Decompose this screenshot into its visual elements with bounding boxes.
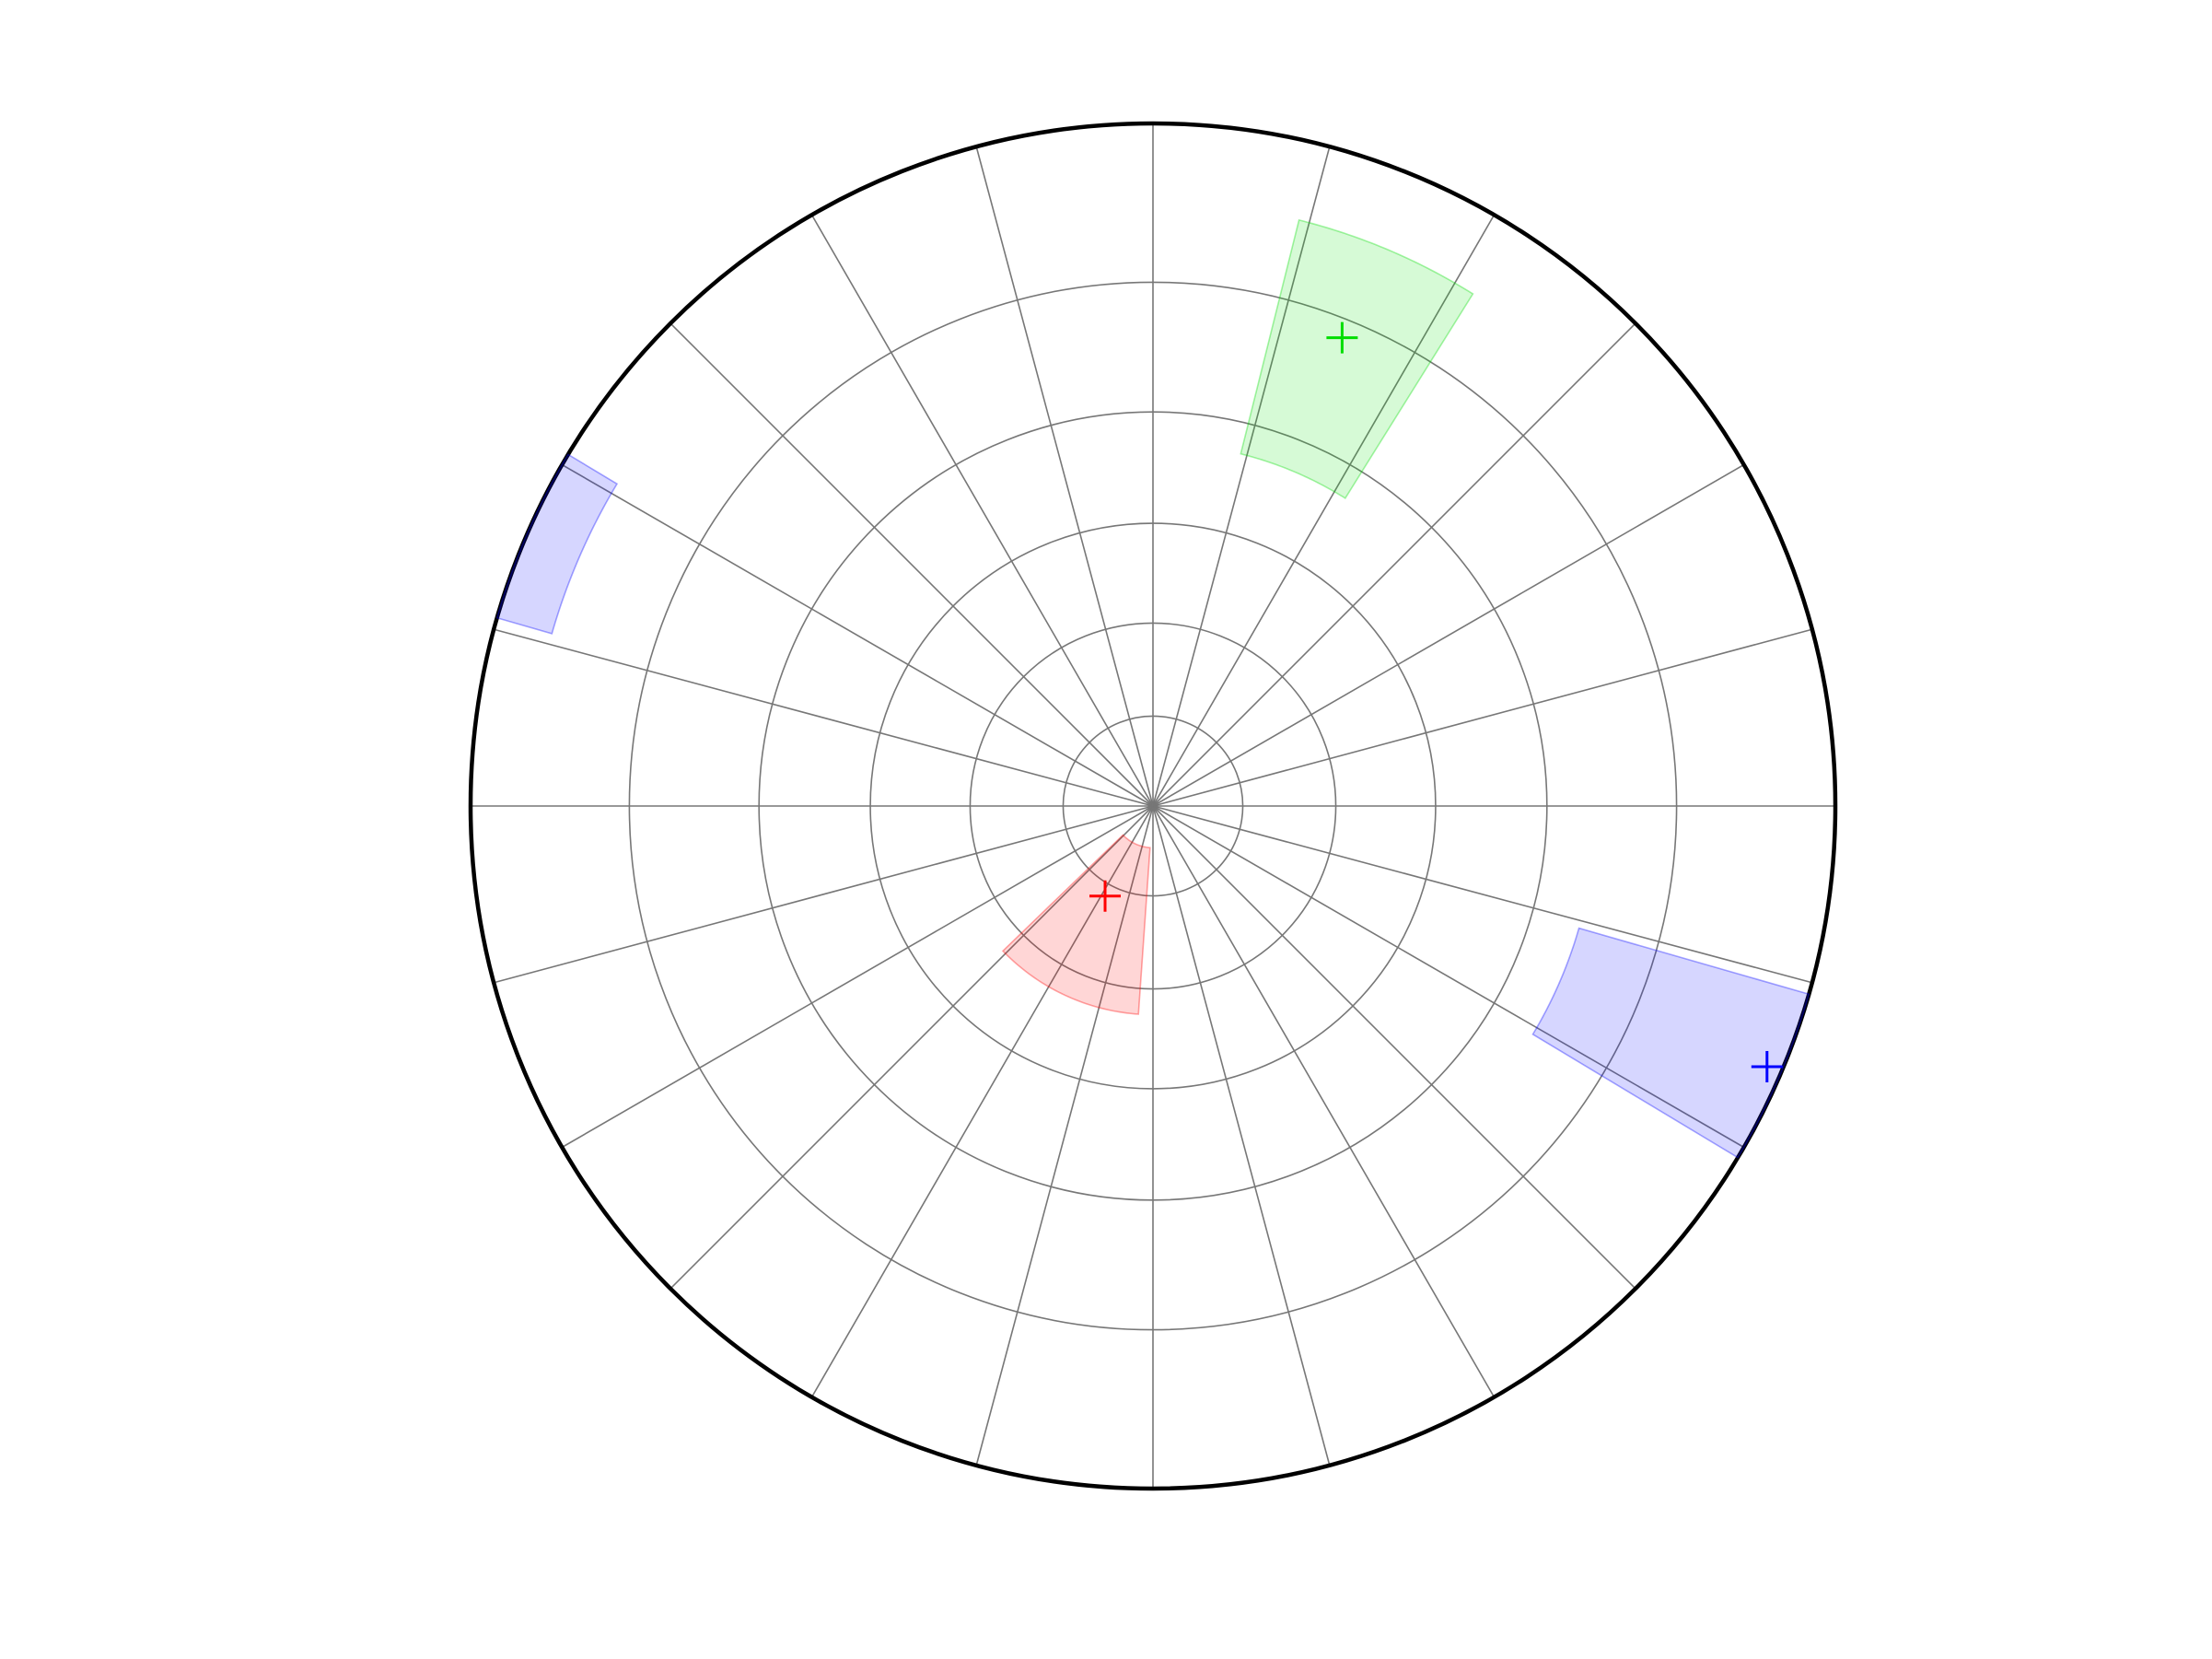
azimuth-grid-line	[1152, 805, 1331, 1466]
plunge-grid-ring	[869, 522, 1437, 1090]
azimuth-grid-line	[1152, 805, 1496, 1398]
azimuth-grid-line	[561, 805, 1154, 1149]
net-outline	[468, 121, 1838, 1491]
azimuth-grid-line	[561, 463, 1154, 807]
plunge-grid-ring	[1062, 715, 1244, 897]
confidence-region	[1531, 927, 1810, 1159]
azimuth-grid-line	[975, 805, 1154, 1466]
azimuth-grid-line	[669, 322, 1154, 807]
azimuth-grid-line	[1152, 146, 1331, 807]
mean-cross	[1326, 321, 1358, 354]
mean-cross	[1751, 1051, 1783, 1083]
azimuth-grid-line	[1152, 628, 1812, 807]
plunge-grid-ring	[758, 411, 1548, 1201]
mean-cross	[1089, 880, 1122, 912]
confidence-region	[1240, 218, 1474, 499]
azimuth-grid-line	[494, 805, 1154, 984]
confidence-region	[1001, 834, 1151, 1015]
confidence-region-wrap	[495, 453, 619, 635]
azimuth-grid-line	[1152, 805, 1636, 1290]
azimuth-grid-line	[669, 805, 1154, 1290]
azimuth-grid-line	[975, 146, 1154, 807]
plunge-grid-ring	[969, 622, 1337, 990]
plunge-grid-ring	[628, 281, 1678, 1331]
azimuth-grid-line	[1152, 805, 1745, 1149]
azimuth-grid-line	[1152, 214, 1496, 807]
azimuth-grid-line	[1152, 463, 1745, 807]
azimuth-grid-line	[494, 628, 1154, 807]
azimuth-grid-line	[1152, 805, 1812, 984]
azimuth-grid-line	[810, 805, 1154, 1398]
azimuth-grid-line	[810, 214, 1154, 807]
azimuth-grid-line	[1152, 322, 1636, 807]
